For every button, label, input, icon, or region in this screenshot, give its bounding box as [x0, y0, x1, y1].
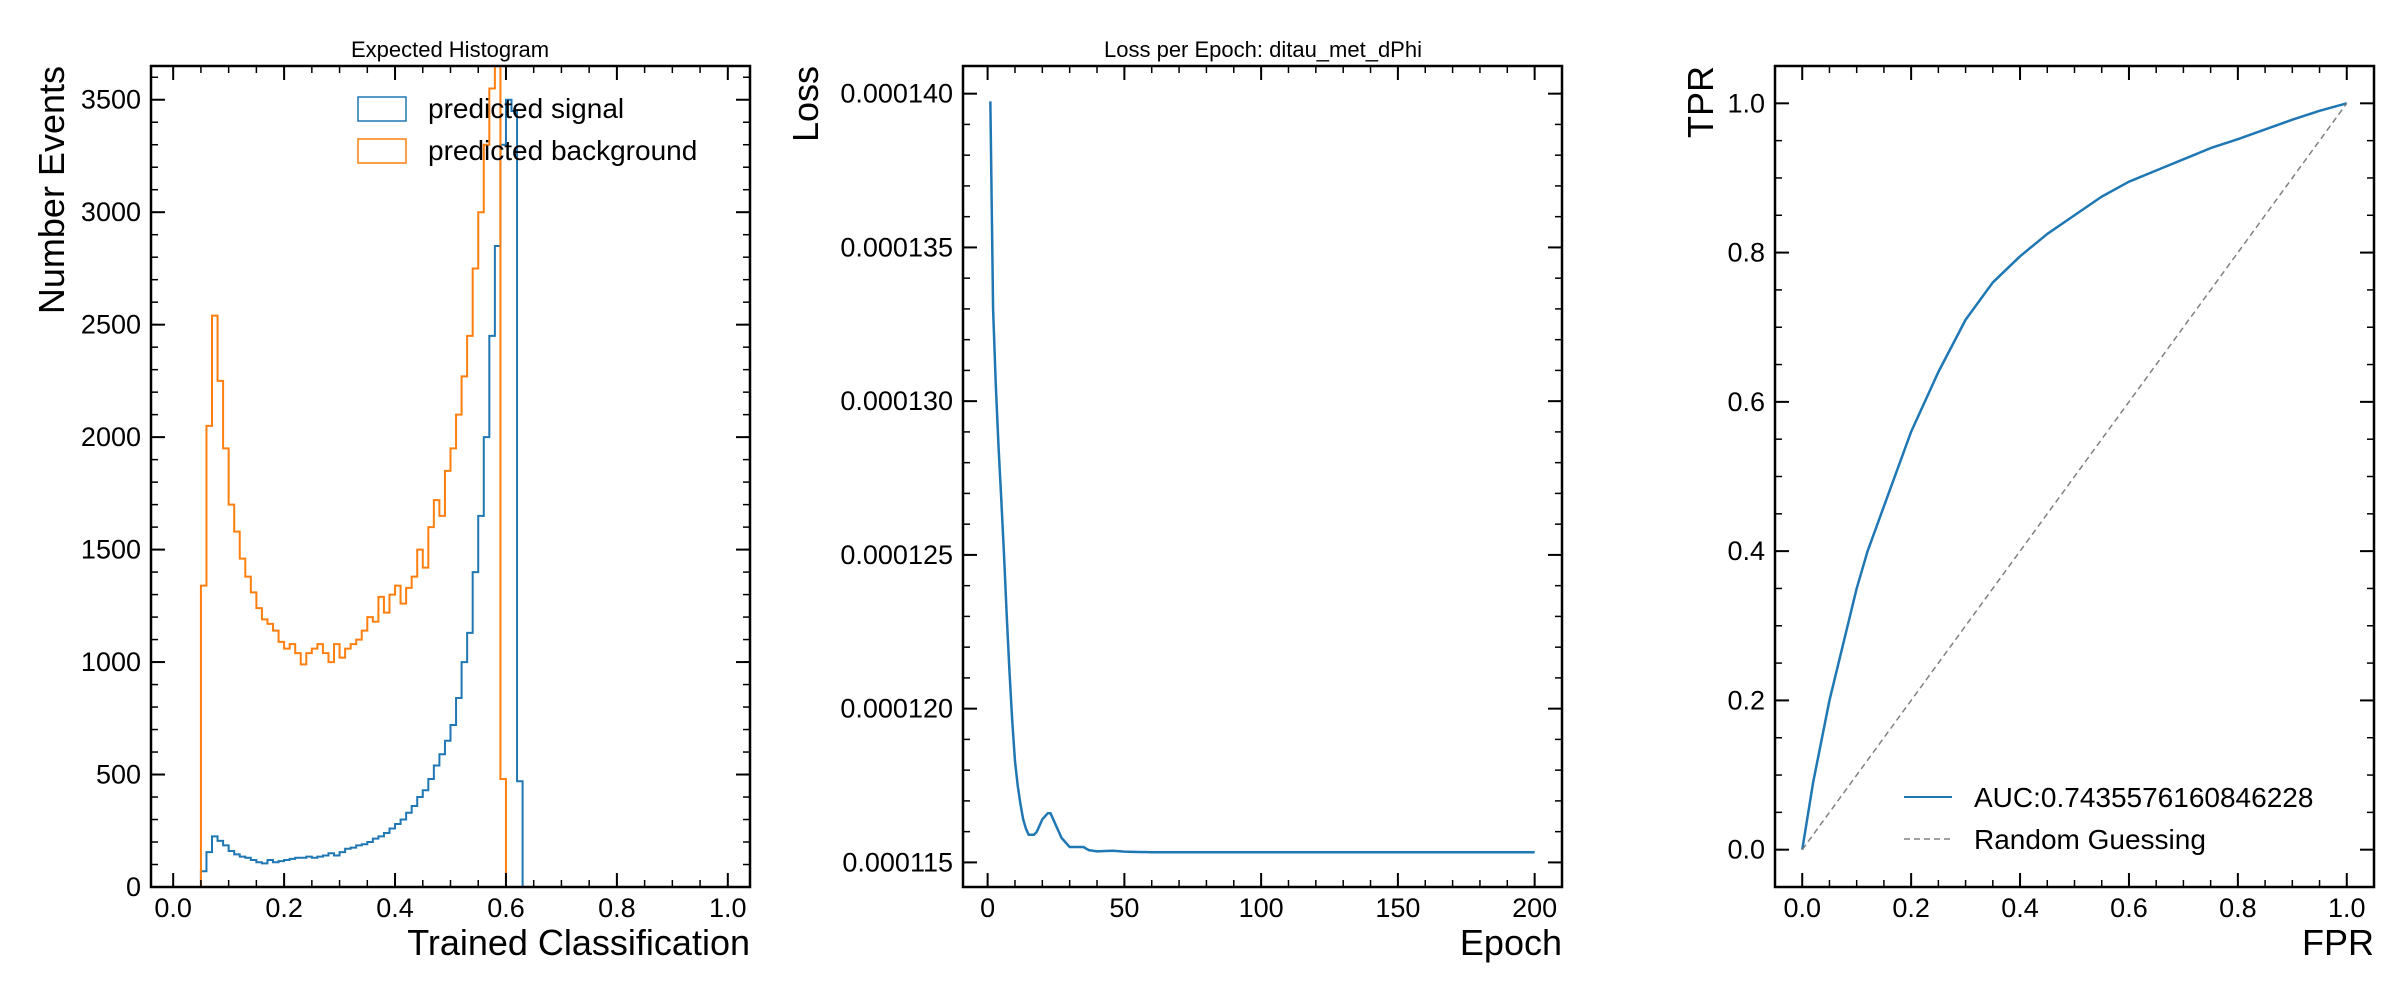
- roc-legend: AUC:0.7435576160846228 Random Guessing: [1904, 782, 2313, 855]
- y-tick-label: 0.8: [1727, 238, 1765, 268]
- legend-swatch-predicted-signal: [357, 96, 407, 122]
- y-tick-label: 3000: [81, 197, 141, 227]
- legend-item-predicted-signal: predicted signal: [357, 93, 624, 124]
- loss-y-axis-label: Loss: [785, 66, 826, 142]
- y-tick-label: 0.000135: [840, 232, 953, 262]
- x-tick-label: 1.0: [2328, 893, 2366, 923]
- x-tick-label: 0.8: [598, 893, 636, 923]
- histogram-panel: Expected Histogram 0.0 0.2 0.4 0.6 0.8 1.0 0 50…: [31, 37, 752, 963]
- y-tick-label: 0.0: [1727, 835, 1765, 865]
- y-tick-label: 0.000130: [840, 386, 953, 416]
- legend-item-auc: AUC:0.7435576160846228: [1904, 782, 2313, 813]
- y-tick-label: 1.0: [1727, 88, 1765, 118]
- x-tick-label: 0.2: [265, 893, 303, 923]
- histogram-frame: [149, 64, 752, 889]
- x-tick-label: 0.4: [376, 893, 414, 923]
- y-tick-label: 2000: [81, 422, 141, 452]
- loss-frame: [961, 64, 1564, 889]
- x-tick-label: 50: [1109, 893, 1139, 923]
- histogram-x-axis-label: Trained Classification: [407, 922, 750, 963]
- roc-frame: [1773, 64, 2376, 889]
- loss-x-axis-label: Epoch: [1460, 922, 1562, 963]
- y-tick-label: 1500: [81, 535, 141, 565]
- x-tick-label: 150: [1375, 893, 1420, 923]
- y-tick-label: 2500: [81, 310, 141, 340]
- histogram-y-axis-label: Number Events: [31, 66, 72, 314]
- legend-label-random-guessing: Random Guessing: [1974, 824, 2206, 855]
- legend-label-auc: AUC:0.7435576160846228: [1974, 782, 2313, 813]
- x-tick-label: 1.0: [709, 893, 747, 923]
- histogram-legend: predicted signal predicted background: [357, 93, 697, 166]
- x-tick-label: 100: [1239, 893, 1284, 923]
- y-tick-label: 0.000140: [840, 79, 953, 109]
- legend-swatch-predicted-background: [357, 138, 407, 164]
- y-tick-label: 0.000120: [840, 694, 953, 724]
- roc-y-axis-label: TPR: [1680, 66, 1721, 138]
- y-tick-label: 0.4: [1727, 536, 1765, 566]
- histogram-series-predicted-signal: [199, 98, 524, 887]
- x-tick-label: 0.6: [487, 893, 525, 923]
- x-tick-label: 0.0: [1783, 893, 1821, 923]
- y-tick-label: 1000: [81, 647, 141, 677]
- histogram-series-predicted-background: [199, 66, 507, 887]
- y-tick-label: 3500: [81, 85, 141, 115]
- roc-x-axis-label: FPR: [2302, 922, 2374, 963]
- roc-series-random-guessing: [1801, 102, 2348, 851]
- roc-panel: 0.0 0.2 0.4 0.6 0.8 1.0 0.0 0.2 0.4 0.6 0.8 1.0 FPR…: [1680, 64, 2376, 963]
- loss-panel: Loss per Epoch: ditau_met_dPhi 0 50 100 150…: [785, 37, 1564, 963]
- y-tick-label: 0.000125: [840, 540, 953, 570]
- loss-ticks: 0 50 100 150 200 0.000115 0.000120 0.000125 0.00…: [840, 66, 1563, 923]
- x-tick-label: 200: [1512, 893, 1557, 923]
- roc-plot-area: [1800, 102, 2348, 851]
- legend-item-predicted-background: predicted background: [357, 135, 697, 166]
- x-tick-label: 0: [980, 893, 995, 923]
- x-tick-label: 0.6: [2110, 893, 2148, 923]
- histogram-plot-area: [199, 66, 524, 887]
- y-tick-label: 500: [96, 760, 141, 790]
- y-tick-label: 0.2: [1727, 685, 1765, 715]
- histogram-title: Expected Histogram: [351, 37, 549, 62]
- y-tick-label: 0.000115: [842, 847, 953, 877]
- x-tick-label: 0.4: [2001, 893, 2039, 923]
- legend-label-predicted-signal: predicted signal: [428, 93, 624, 124]
- y-tick-label: 0.6: [1727, 387, 1765, 417]
- x-tick-label: 0.8: [2219, 893, 2257, 923]
- loss-plot-area: [989, 101, 1535, 854]
- y-tick-label: 0: [126, 872, 141, 902]
- loss-title: Loss per Epoch: ditau_met_dPhi: [1104, 37, 1422, 62]
- x-tick-label: 0.0: [154, 893, 192, 923]
- legend-item-random-guessing: Random Guessing: [1904, 824, 2206, 855]
- legend-label-predicted-background: predicted background: [428, 135, 697, 166]
- roc-series-auc-0-7435576160846228: [1800, 102, 2348, 850]
- loss-series-series: [989, 101, 1535, 854]
- x-tick-label: 0.2: [1892, 893, 1930, 923]
- roc-ticks: 0.0 0.2 0.4 0.6 0.8 1.0 0.0 0.2 0.4 0.6 0.8 1.0: [1727, 66, 2375, 923]
